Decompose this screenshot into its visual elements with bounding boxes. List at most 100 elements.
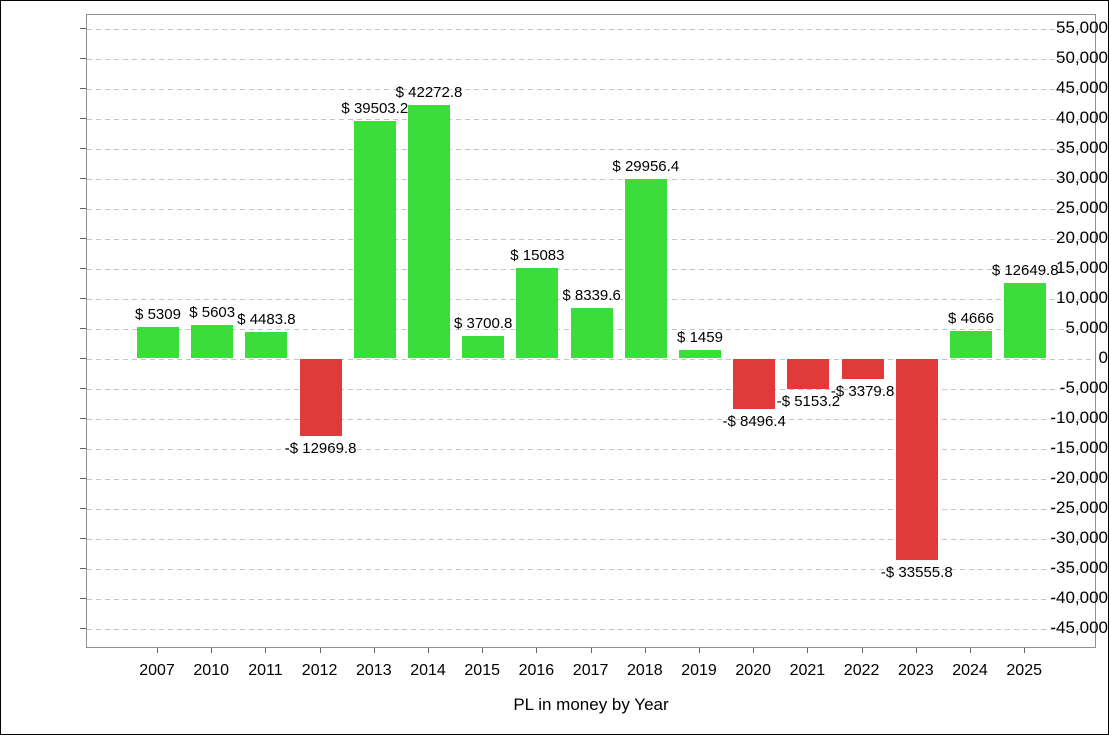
- bar-value-label: -$ 8496.4: [722, 413, 786, 431]
- bar-value-label: $ 4483.8: [237, 310, 296, 328]
- bar-2017[interactable]: [570, 308, 613, 359]
- bar-2024[interactable]: [950, 330, 992, 359]
- y-axis-tick: [80, 417, 86, 419]
- x-axis-tick-label: 2022: [843, 662, 880, 679]
- bar-2015[interactable]: [462, 336, 505, 359]
- bar-value-label: $ 1459: [677, 328, 723, 346]
- y-axis-tick: [80, 147, 86, 149]
- x-axis-tick: [699, 648, 700, 653]
- y-axis-tick-label: -30,000: [1050, 527, 1108, 547]
- x-axis-tick-label: 2023: [898, 662, 934, 679]
- gridline: [87, 358, 1095, 360]
- gridline: [87, 538, 1095, 540]
- x-axis-tick-label: 2007: [139, 662, 175, 679]
- bar-2011[interactable]: [245, 331, 288, 359]
- gridline: [87, 388, 1095, 390]
- gridline: [87, 478, 1095, 480]
- gridline: [87, 118, 1095, 120]
- bar-2007[interactable]: [137, 326, 179, 359]
- y-axis-tick: [80, 267, 86, 269]
- x-axis-tick: [753, 648, 755, 653]
- gridline: [87, 148, 1095, 150]
- y-axis-tick-label: -40,000: [1050, 587, 1108, 607]
- x-axis-tick-label: 2024: [952, 662, 988, 679]
- y-axis-tick-label: 15,000: [1056, 257, 1108, 277]
- gridline: [87, 238, 1095, 240]
- y-axis-tick: [80, 567, 86, 569]
- bar-2018[interactable]: [624, 178, 667, 359]
- bar-2010[interactable]: [191, 324, 234, 359]
- x-axis-tick: [157, 648, 158, 653]
- y-axis-tick: [80, 357, 86, 359]
- y-axis-tick-label: 25,000: [1056, 197, 1108, 217]
- bar-2013[interactable]: [353, 121, 396, 359]
- x-axis-tick: [428, 648, 429, 653]
- x-axis-tick: [915, 648, 917, 653]
- gridline: [87, 268, 1095, 270]
- bar-2020[interactable]: [733, 358, 776, 410]
- y-axis-tick-label: -20,000: [1050, 467, 1108, 487]
- y-axis-tick-label: 10,000: [1056, 287, 1108, 307]
- x-axis-tick-label: 2010: [193, 662, 229, 679]
- gridline: [87, 448, 1095, 450]
- y-axis-tick: [80, 507, 86, 509]
- bar-value-label: $ 12649.8: [991, 261, 1059, 279]
- bar-2023[interactable]: [895, 358, 938, 560]
- gridline: [87, 598, 1095, 600]
- bar-value-label: $ 39503.2: [341, 100, 409, 118]
- x-axis-tick-label: 2020: [735, 662, 771, 679]
- x-axis-tick: [861, 648, 863, 653]
- x-axis-tick: [1024, 648, 1026, 653]
- bar-value-label: $ 15083: [510, 247, 565, 264]
- y-axis-tick-label: -5,000: [1059, 377, 1108, 397]
- gridline: [87, 208, 1095, 210]
- bar-2022[interactable]: [841, 358, 884, 379]
- bar-value-label: -$ 12969.8: [284, 440, 357, 458]
- bar-value-label: -$ 33555.8: [880, 563, 953, 581]
- bar-2012[interactable]: [299, 358, 342, 437]
- x-axis-tick-label: 2015: [464, 662, 500, 679]
- x-axis-tick: [536, 648, 538, 653]
- y-axis-tick: [80, 537, 86, 539]
- bar-2021[interactable]: [787, 358, 830, 390]
- y-axis-tick: [80, 387, 86, 389]
- bar-2016[interactable]: [516, 268, 559, 359]
- x-axis-tick: [807, 648, 809, 653]
- y-axis-tick: [80, 177, 86, 179]
- gridline: [87, 508, 1095, 510]
- x-axis-tick-label: 2025: [1006, 662, 1042, 679]
- x-axis-tick-label: 2013: [356, 662, 392, 679]
- y-axis-tick-label: 45,000: [1056, 77, 1108, 97]
- x-axis-tick-label: 2012: [301, 662, 338, 679]
- y-axis-tick: [80, 87, 86, 89]
- bar-2019[interactable]: [679, 349, 721, 359]
- x-axis-tick-label: 2014: [410, 662, 446, 679]
- y-axis-tick-label: 5,000: [1065, 317, 1108, 337]
- x-axis-tick: [590, 648, 592, 653]
- plot-area: $ 5309 $ 5603 $ 4483.8 -$ 12969.8 $ 39503.2 $…: [86, 14, 1096, 648]
- x-axis-tick-label: 2011: [248, 662, 283, 679]
- gridline: [87, 88, 1095, 90]
- x-axis-tick-label: 2018: [627, 662, 663, 679]
- x-axis-tick: [319, 648, 321, 653]
- y-axis-tick: [80, 447, 86, 449]
- bar-2014[interactable]: [408, 104, 450, 359]
- bar-value-label: $ 29956.4: [612, 157, 680, 175]
- y-axis-tick-label: -45,000: [1050, 617, 1108, 637]
- bar-2025[interactable]: [1004, 282, 1047, 359]
- gridline: [87, 628, 1095, 630]
- y-axis-tick: [80, 57, 86, 59]
- gridline: [87, 568, 1095, 570]
- bar-value-label: -$ 5153.2: [776, 393, 841, 411]
- bar-value-label: $ 3700.8: [453, 315, 513, 333]
- gridline: [87, 28, 1095, 30]
- bar-value-label: $ 8339.6: [562, 287, 621, 305]
- bar-value-label: $ 5309: [135, 305, 181, 323]
- bar-value-label: -$ 3379.8: [830, 382, 895, 400]
- y-axis-tick-label: -35,000: [1050, 557, 1108, 577]
- gridline: [87, 178, 1095, 180]
- y-axis-tick-label: 35,000: [1056, 137, 1108, 157]
- x-axis-tick: [644, 648, 646, 653]
- x-axis-tick-label: 2017: [572, 662, 609, 679]
